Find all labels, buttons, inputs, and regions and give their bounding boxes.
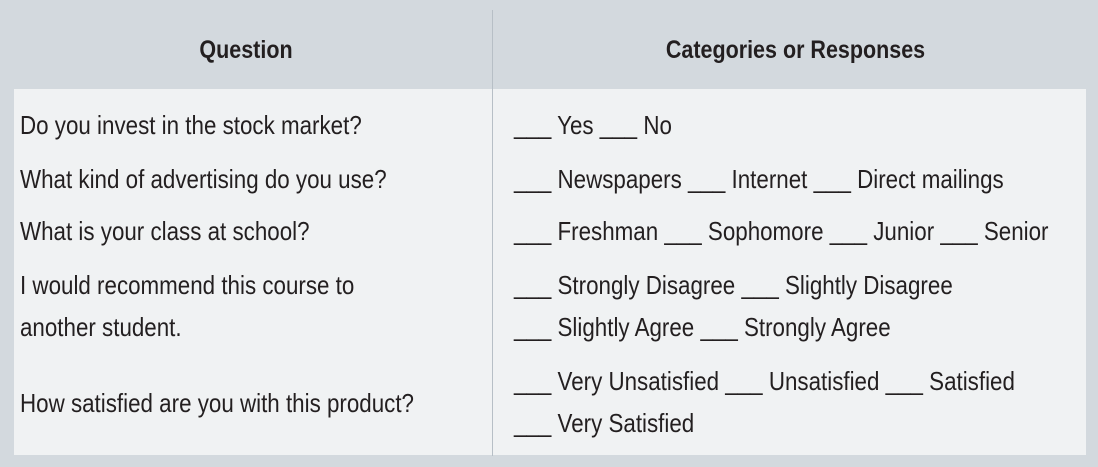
question-cell-line-1: I would recommend this course to: [20, 270, 355, 300]
responses-column-header: Categories or Responses: [665, 36, 926, 64]
response-cell-line-2: ___ Slightly Agree ___ Strongly Agree: [514, 312, 891, 342]
table-body: [14, 89, 1086, 455]
question-cell: How satisfied are you with this product?: [20, 388, 414, 418]
question-cell: What kind of advertising do you use?: [20, 164, 387, 194]
question-cell-line-2: another student.: [20, 312, 182, 342]
response-cell-line-1: ___ Strongly Disagree ___ Slightly Disag…: [514, 270, 953, 300]
response-cell: ___ Yes ___ No: [514, 110, 672, 140]
response-cell: ___ Newspapers ___ Internet ___ Direct m…: [514, 164, 1004, 194]
question-cell: What is your class at school?: [20, 216, 310, 246]
response-cell-line-1: ___ Very Unsatisfied ___ Unsatisfied ___…: [514, 366, 1015, 396]
question-column-header: Question: [199, 36, 293, 64]
question-cell: Do you invest in the stock market?: [20, 110, 362, 140]
table-header: Question Categories or Responses: [0, 30, 1098, 70]
body-column-divider: [492, 89, 493, 455]
response-cell: ___ Freshman ___ Sophomore ___ Junior __…: [514, 216, 1049, 246]
response-cell-line-2: ___ Very Satisfied: [514, 408, 695, 438]
